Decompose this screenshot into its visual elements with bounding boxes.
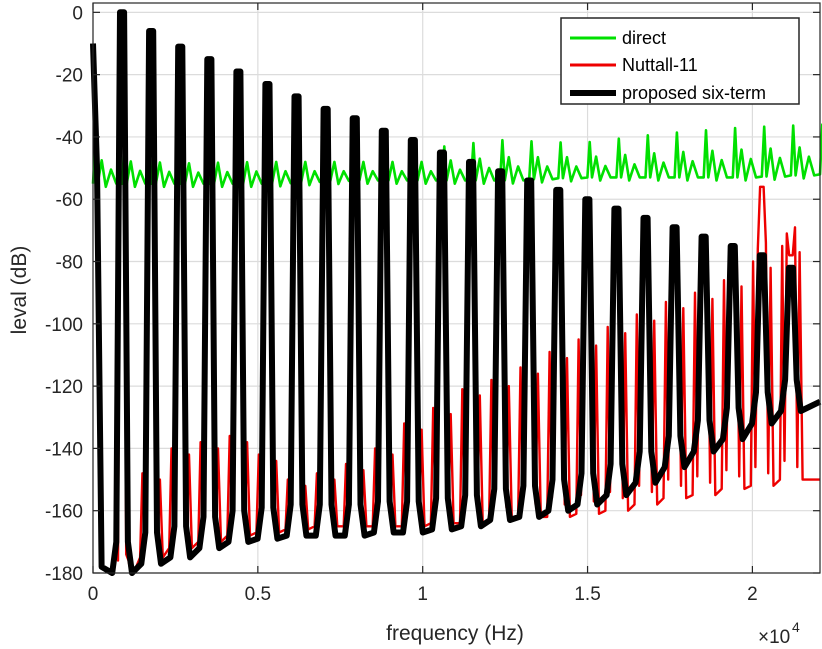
y-tick-label: -140 (45, 439, 83, 460)
y-tick-label: -100 (45, 315, 83, 336)
y-tick-label: -160 (45, 502, 83, 523)
x-exponent-label: ×10 (758, 627, 790, 648)
x-tick-label: 0 (88, 584, 99, 605)
y-tick-label: -40 (56, 128, 83, 149)
y-tick-label: -20 (56, 66, 83, 87)
plot-area (90, 9, 822, 576)
legend: direct Nuttall-11 proposed six-term (560, 17, 800, 105)
y-tick-label: -120 (45, 377, 83, 398)
x-axis-label: frequency (Hz) (386, 622, 524, 645)
axes-box (92, 2, 821, 574)
legend-label-proposed: proposed six-term (622, 83, 766, 103)
axes-frame (92, 2, 821, 574)
x-exponent-power: 4 (792, 619, 800, 635)
y-tick-label: -60 (56, 190, 83, 211)
series-proposed-line (90, 9, 822, 576)
y-tick-label: -180 (45, 564, 83, 585)
y-axis-label: leval (dB) (8, 246, 31, 335)
legend-label-nuttall: Nuttall-11 (622, 55, 698, 75)
y-tick-label: -80 (56, 253, 83, 274)
x-tick-label: 1 (417, 584, 428, 605)
x-tick-label: 2 (747, 584, 758, 605)
y-tick-label: 0 (72, 3, 83, 24)
series-direct-line (91, 123, 822, 189)
x-tick-label: 0.5 (245, 584, 271, 605)
x-tick-labels: 0 0.5 1 1.5 2 (88, 584, 758, 605)
legend-label-direct: direct (622, 28, 666, 48)
x-tick-label: 1.5 (574, 584, 600, 605)
legend-box (560, 17, 800, 105)
y-tick-labels: 0 -20 -40 -60 -80 -100 -120 -140 -160 -180 (45, 3, 83, 585)
